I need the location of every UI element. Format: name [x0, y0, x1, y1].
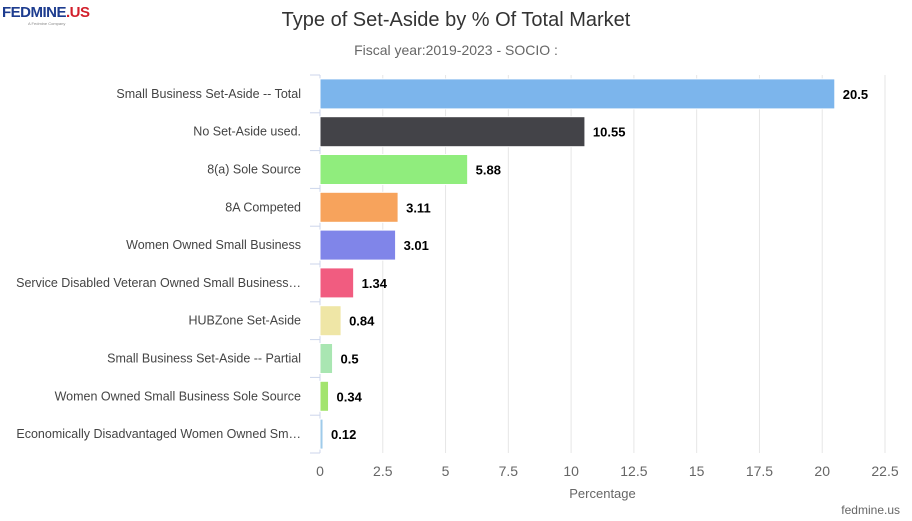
bar	[319, 116, 586, 148]
data-label: 20.5	[843, 87, 868, 102]
category-label: Small Business Set-Aside -- Total	[116, 87, 301, 101]
category-label: Economically Disadvantaged Women Owned S…	[16, 427, 301, 441]
category-label: No Set-Aside used.	[193, 125, 301, 139]
category-label: Small Business Set-Aside -- Partial	[107, 352, 301, 366]
x-tick-label: 17.5	[746, 463, 773, 479]
fedmine-logo[interactable]: FEDMINE.US A Fedmine Company	[2, 4, 90, 26]
category-label: 8(a) Sole Source	[207, 163, 301, 177]
category-label: HUBZone Set-Aside	[188, 314, 301, 328]
category-label: Women Owned Small Business	[126, 238, 301, 252]
x-tick-label: 0	[316, 463, 324, 479]
bar	[319, 229, 397, 261]
chart-title: Type of Set-Aside by % Of Total Market	[281, 9, 631, 31]
category-label: Service Disabled Veteran Owned Small Bus…	[16, 276, 301, 290]
bar	[319, 191, 399, 223]
data-label: 3.11	[406, 200, 431, 215]
data-label: 0.5	[341, 352, 359, 367]
data-label: 5.88	[476, 163, 501, 178]
chart-subtitle: Fiscal year:2019-2023 - SOCIO :	[354, 42, 558, 58]
x-tick-label: 2.5	[373, 463, 393, 479]
x-tick-label: 22.5	[871, 463, 898, 479]
data-label: 10.55	[593, 125, 626, 140]
bar	[319, 267, 355, 299]
bar	[319, 305, 342, 337]
data-label: 0.84	[349, 314, 375, 329]
x-axis-title: Percentage	[569, 486, 636, 501]
x-tick-label: 7.5	[499, 463, 519, 479]
data-label: 0.34	[337, 389, 363, 404]
x-tick-label: 15	[689, 463, 705, 479]
data-label: 3.01	[404, 238, 429, 253]
bar	[319, 154, 469, 185]
bar	[319, 78, 836, 110]
x-tick-label: 5	[442, 463, 450, 479]
x-tick-label: 20	[814, 463, 830, 479]
data-label: 1.34	[362, 276, 388, 291]
x-tick-label: 10	[563, 463, 579, 479]
bar	[319, 418, 324, 450]
category-label: Women Owned Small Business Sole Source	[55, 389, 301, 403]
credit-link[interactable]: fedmine.us	[841, 503, 900, 517]
category-label: 8A Competed	[225, 200, 301, 214]
data-label: 0.12	[331, 427, 356, 442]
bar	[319, 343, 334, 374]
bar	[319, 380, 330, 412]
x-tick-label: 12.5	[620, 463, 647, 479]
